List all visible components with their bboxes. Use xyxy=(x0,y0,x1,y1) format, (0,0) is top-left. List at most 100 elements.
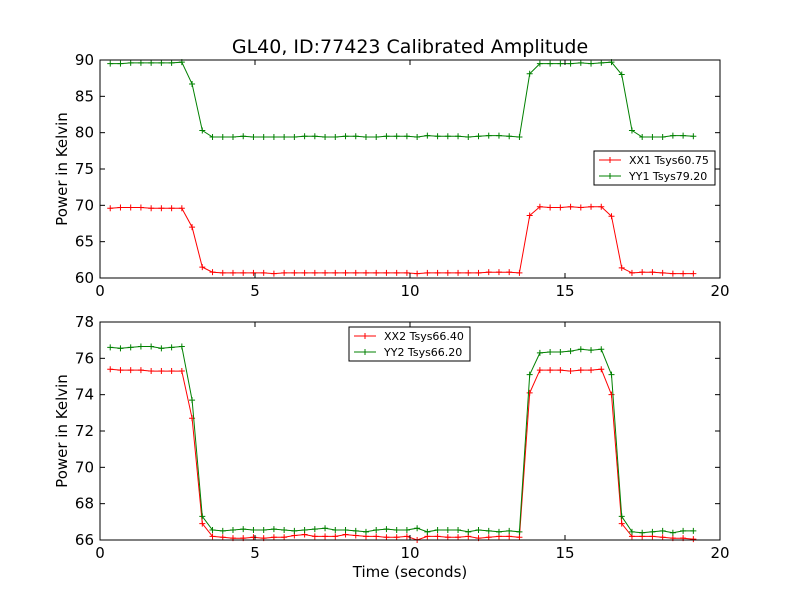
data-point xyxy=(649,269,656,276)
figure-title: GL40, ID:77423 Calibrated Amplitude xyxy=(232,36,588,58)
data-point xyxy=(680,527,687,534)
data-point xyxy=(393,269,400,276)
x-tick-label: 20 xyxy=(710,282,729,300)
data-point xyxy=(373,134,380,141)
data-point xyxy=(158,205,165,212)
data-point xyxy=(117,345,124,352)
data-point xyxy=(311,269,318,276)
data-point xyxy=(107,60,114,67)
legend-box xyxy=(348,326,471,362)
x-tick-label: 5 xyxy=(250,544,260,562)
data-point xyxy=(495,132,502,139)
data-point xyxy=(127,59,134,66)
data-point xyxy=(403,269,410,276)
legend-marker xyxy=(362,349,368,355)
series-1-line xyxy=(110,206,694,275)
data-point xyxy=(516,534,523,541)
data-point xyxy=(628,269,635,276)
legend: XX2 Tsys66.40 YY2 Tsys66.20 xyxy=(348,326,471,362)
data-point xyxy=(598,59,605,66)
data-point xyxy=(577,346,584,353)
data-point xyxy=(281,269,288,276)
data-point xyxy=(547,204,554,211)
data-point xyxy=(536,60,543,67)
data-point xyxy=(393,527,400,534)
series-2-group xyxy=(107,59,697,141)
data-point xyxy=(281,534,288,541)
data-point xyxy=(383,526,390,533)
data-point xyxy=(506,269,513,276)
data-point xyxy=(465,134,472,141)
x-tick-label: 10 xyxy=(400,282,419,300)
data-point xyxy=(148,343,155,350)
data-point xyxy=(516,134,523,141)
data-point xyxy=(485,132,492,139)
x-tick-label: 5 xyxy=(250,282,260,300)
data-point xyxy=(669,270,676,277)
data-point xyxy=(659,534,666,541)
data-point xyxy=(270,526,277,533)
series-1-group xyxy=(107,366,697,543)
data-point xyxy=(209,269,216,276)
data-point xyxy=(322,525,329,532)
data-point xyxy=(618,264,625,271)
bottom-plot: 0 5 10 15 20 66 68 70 72 74 76 78 Power in Kelvin Tim… xyxy=(53,313,730,581)
data-point xyxy=(649,528,656,535)
data-point xyxy=(444,133,451,140)
data-point xyxy=(649,134,656,141)
data-point xyxy=(403,133,410,140)
data-point xyxy=(424,269,431,276)
data-point xyxy=(567,368,574,375)
x-tick-label: 20 xyxy=(710,544,729,562)
y-tick-label: 68 xyxy=(75,495,94,513)
data-point xyxy=(117,367,124,374)
data-point xyxy=(639,269,646,276)
series-2-line xyxy=(110,61,694,138)
data-point xyxy=(465,269,472,276)
data-point xyxy=(219,269,226,276)
data-point xyxy=(219,134,226,141)
data-point xyxy=(322,134,329,141)
data-point xyxy=(291,134,298,141)
data-point xyxy=(547,60,554,67)
data-point xyxy=(557,367,564,374)
data-point xyxy=(690,133,697,140)
y-tick-label: 78 xyxy=(75,313,94,331)
data-point xyxy=(516,528,523,535)
data-point xyxy=(536,203,543,210)
data-point xyxy=(475,133,482,140)
data-point xyxy=(506,133,513,140)
data-point xyxy=(362,528,369,535)
data-point xyxy=(506,533,513,540)
data-point xyxy=(107,344,114,351)
data-point xyxy=(526,389,533,396)
data-point xyxy=(577,59,584,66)
data-point xyxy=(250,527,257,534)
x-tick-label: 15 xyxy=(555,544,574,562)
y-tick-label: 74 xyxy=(75,386,94,404)
data-point xyxy=(373,269,380,276)
y-tick-label: 85 xyxy=(75,87,94,105)
data-point xyxy=(618,520,625,527)
data-point xyxy=(168,59,175,66)
data-point xyxy=(137,204,144,211)
data-point xyxy=(608,213,615,220)
data-point xyxy=(148,205,155,212)
data-point xyxy=(373,533,380,540)
data-point xyxy=(383,534,390,541)
y-tick-label: 65 xyxy=(75,233,94,251)
data-point xyxy=(127,204,134,211)
data-point xyxy=(373,527,380,534)
data-point xyxy=(639,134,646,141)
data-point xyxy=(137,343,144,350)
data-point xyxy=(588,347,595,354)
data-point xyxy=(475,527,482,534)
legend-marker xyxy=(607,173,613,179)
data-point xyxy=(352,133,359,140)
data-point xyxy=(301,527,308,534)
data-point xyxy=(680,132,687,139)
data-point xyxy=(393,133,400,140)
data-point xyxy=(219,534,226,541)
data-point xyxy=(260,269,267,276)
